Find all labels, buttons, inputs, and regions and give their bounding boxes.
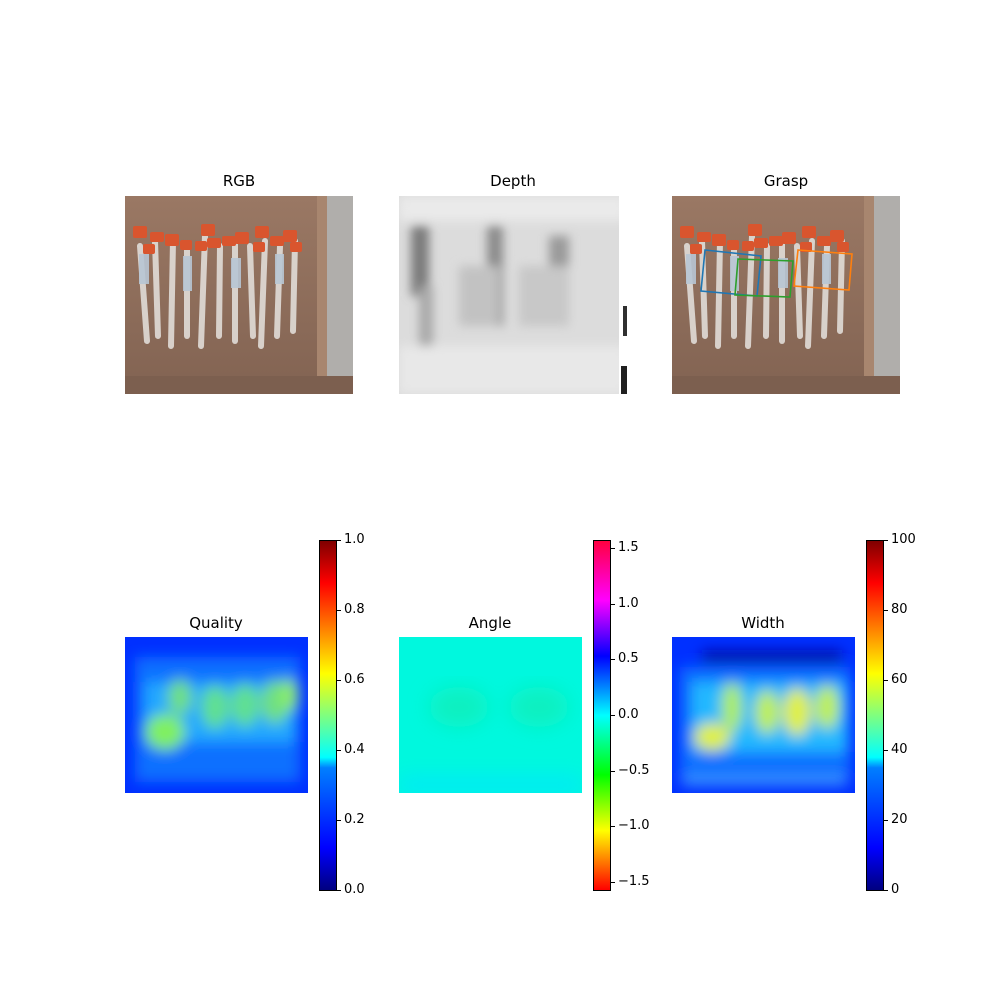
- angle-colorbar-tick-mark: [611, 659, 615, 660]
- rgb-title: RGB: [222, 172, 256, 190]
- angle-colorbar-tick-mark: [611, 882, 615, 883]
- depth-title: Depth: [490, 172, 536, 190]
- width-colorbar-tick-label: 40: [891, 742, 908, 757]
- quality-colorbar-tick-mark: [337, 540, 341, 541]
- angle-colorbar-tick-label: −0.5: [618, 763, 650, 778]
- grasp-rect-orange: [793, 249, 853, 291]
- quality-colorbar-tick-mark: [337, 820, 341, 821]
- grasp-rectangles: [700, 249, 853, 298]
- grasp-rect-green: [734, 258, 794, 298]
- quality-colorbar-tick-label: 0.4: [344, 742, 365, 757]
- quality-map: [125, 637, 308, 793]
- quality-title: Quality: [189, 614, 243, 632]
- width-colorbar-tick-mark: [884, 750, 888, 751]
- angle-colorbar-tick-label: 0.0: [618, 707, 639, 722]
- width-colorbar-tick-label: 20: [891, 812, 908, 827]
- quality-colorbar-tick-label: 0.2: [344, 812, 365, 827]
- angle-colorbar-tick-label: 1.0: [618, 596, 639, 611]
- width-colorbar-tick-label: 60: [891, 672, 908, 687]
- angle-colorbar-tick-mark: [611, 604, 615, 605]
- quality-colorbar-tick-mark: [337, 680, 341, 681]
- angle-colorbar-tick-label: 1.5: [618, 540, 639, 555]
- angle-title: Angle: [468, 614, 512, 632]
- quality-colorbar-tick-mark: [337, 890, 341, 891]
- angle-colorbar: [593, 540, 611, 891]
- angle-map: [399, 637, 582, 793]
- grasp-title: Grasp: [763, 172, 809, 190]
- quality-colorbar-tick-label: 1.0: [344, 532, 365, 547]
- quality-colorbar-tick-label: 0.6: [344, 672, 365, 687]
- rgb-image: [125, 196, 353, 394]
- width-map: [672, 637, 855, 793]
- angle-colorbar-tick-mark: [611, 826, 615, 827]
- grasp-image: [672, 196, 900, 394]
- depth-image: [399, 196, 627, 394]
- angle-colorbar-tick-mark: [611, 548, 615, 549]
- quality-colorbar: [319, 540, 337, 891]
- angle-colorbar-tick-label: −1.0: [618, 818, 650, 833]
- quality-colorbar-tick-label: 0.8: [344, 602, 365, 617]
- width-colorbar-tick-mark: [884, 540, 888, 541]
- width-colorbar: [866, 540, 884, 891]
- width-colorbar-tick-mark: [884, 680, 888, 681]
- angle-colorbar-tick-label: 0.5: [618, 651, 639, 666]
- width-colorbar-tick-mark: [884, 820, 888, 821]
- width-colorbar-tick-label: 0: [891, 882, 900, 897]
- width-title: Width: [741, 614, 785, 632]
- width-colorbar-tick-mark: [884, 890, 888, 891]
- width-colorbar-tick-label: 100: [891, 532, 916, 547]
- width-colorbar-tick-label: 80: [891, 602, 908, 617]
- angle-colorbar-tick-mark: [611, 771, 615, 772]
- quality-colorbar-tick-mark: [337, 610, 341, 611]
- angle-colorbar-tick-mark: [611, 715, 615, 716]
- width-colorbar-tick-mark: [884, 610, 888, 611]
- quality-colorbar-tick-mark: [337, 750, 341, 751]
- angle-colorbar-tick-label: −1.5: [618, 874, 650, 889]
- quality-colorbar-tick-label: 0.0: [344, 882, 365, 897]
